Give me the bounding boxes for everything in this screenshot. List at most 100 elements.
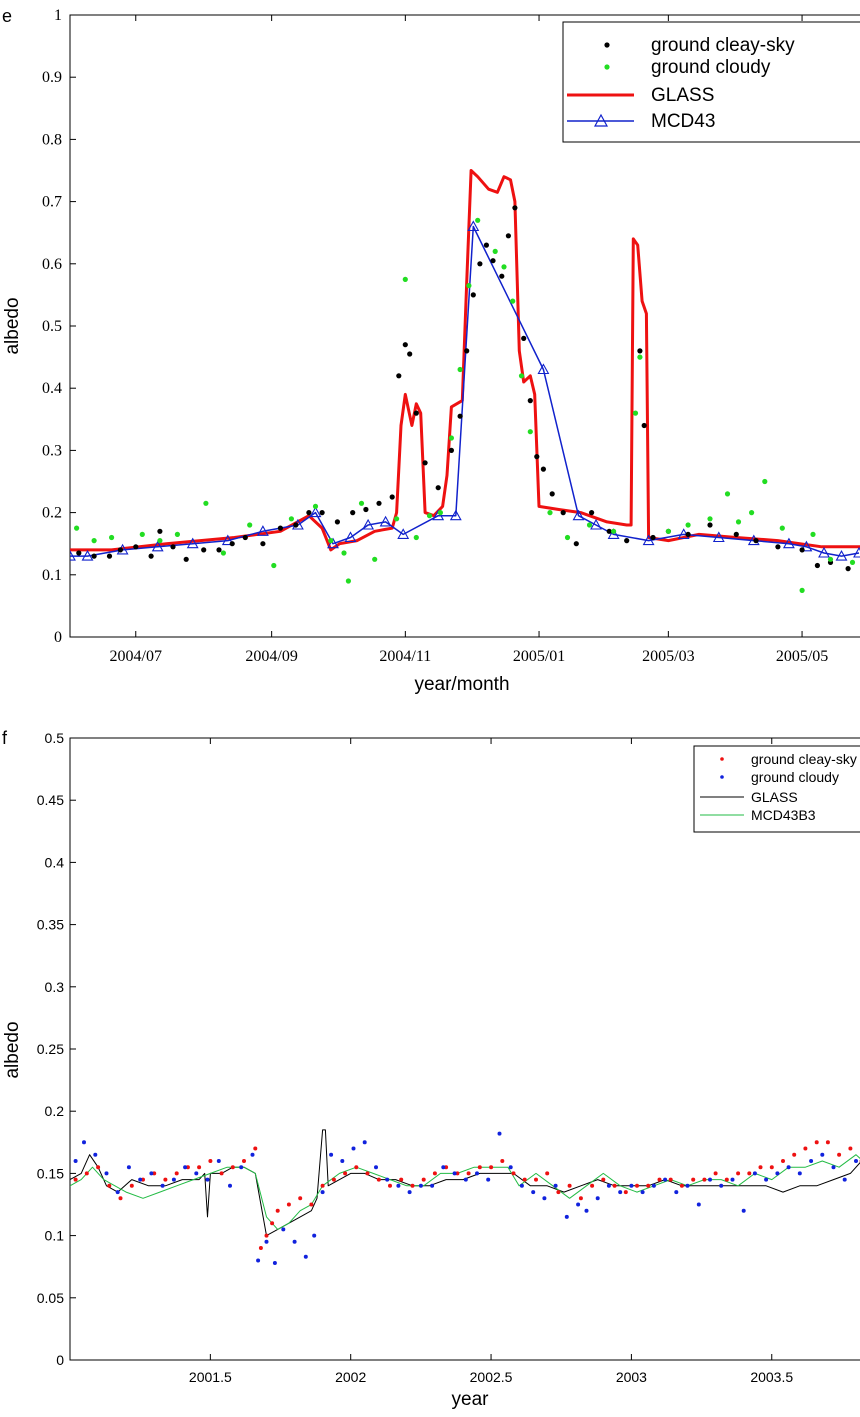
data-point-f-s1 bbox=[320, 1190, 325, 1195]
data-point-e-s1 bbox=[139, 531, 145, 538]
data-point-e-s0 bbox=[389, 494, 395, 500]
data-point-f-s0 bbox=[848, 1146, 853, 1151]
data-point-e-s1 bbox=[611, 528, 617, 534]
data-point-f-s0 bbox=[118, 1196, 123, 1201]
y-tick-label-f: 0.15 bbox=[37, 1165, 64, 1181]
data-point-f-s1 bbox=[138, 1177, 143, 1182]
data-point-f-s0 bbox=[388, 1183, 392, 1188]
triangle-marker-e bbox=[221, 534, 234, 546]
data-point-e-s0 bbox=[133, 544, 139, 550]
data-point-e-s1 bbox=[749, 509, 755, 516]
data-point-f-s0 bbox=[270, 1221, 275, 1226]
data-point-f-s1 bbox=[730, 1177, 735, 1182]
data-point-f-s0 bbox=[747, 1171, 752, 1176]
y-tick-label-e: 0.4 bbox=[42, 380, 62, 397]
data-point-e-s1 bbox=[632, 410, 639, 416]
legend-marker-cloudy-f bbox=[720, 775, 724, 779]
data-point-e-s1 bbox=[547, 509, 553, 516]
data-point-f-s0 bbox=[298, 1196, 303, 1201]
data-point-f-s1 bbox=[497, 1131, 502, 1136]
data-point-f-s1 bbox=[542, 1196, 547, 1201]
data-point-f-s1 bbox=[104, 1171, 109, 1176]
data-point-e-s1 bbox=[457, 366, 463, 373]
data-point-f-s1 bbox=[171, 1177, 176, 1182]
data-point-e-s1 bbox=[109, 534, 115, 541]
data-point-f-s0 bbox=[320, 1183, 325, 1188]
data-point-f-s1 bbox=[312, 1233, 317, 1238]
data-point-f-s0 bbox=[635, 1183, 639, 1188]
triangle-marker-e bbox=[853, 546, 860, 558]
data-point-e-s0 bbox=[606, 528, 612, 534]
y-tick-label-e: 0.5 bbox=[42, 318, 62, 335]
data-point-e-s0 bbox=[201, 547, 207, 553]
data-point-e-s0 bbox=[527, 398, 533, 404]
data-point-e-s0 bbox=[775, 544, 781, 550]
data-point-e-s1 bbox=[475, 217, 481, 223]
data-point-f-s0 bbox=[242, 1159, 246, 1163]
triangle-marker-e bbox=[800, 540, 813, 552]
y-tick-label-f: 0 bbox=[56, 1352, 64, 1368]
data-point-f-s0 bbox=[84, 1171, 89, 1176]
data-point-f-s0 bbox=[185, 1165, 190, 1170]
data-point-f-s1 bbox=[595, 1196, 600, 1201]
data-point-e-s1 bbox=[707, 516, 713, 522]
data-point-f-s0 bbox=[230, 1165, 235, 1170]
data-point-e-s1 bbox=[501, 264, 507, 270]
data-point-f-s1 bbox=[831, 1165, 836, 1170]
data-point-f-s0 bbox=[163, 1177, 168, 1182]
data-point-f-s1 bbox=[362, 1140, 367, 1145]
data-point-f-s1 bbox=[463, 1177, 468, 1182]
data-point-e-s0 bbox=[477, 261, 483, 267]
data-point-e-s0 bbox=[540, 466, 547, 472]
x-tick-label-f: 2002 bbox=[335, 1369, 366, 1385]
data-point-e-s0 bbox=[685, 531, 691, 538]
data-point-f-s1 bbox=[452, 1171, 457, 1176]
data-point-e-s1 bbox=[203, 500, 209, 506]
data-point-f-s0 bbox=[253, 1146, 258, 1151]
x-axis-e: 2004/07 2004/09 2004/11 2005/01 2005/03 2005/… bbox=[110, 15, 828, 665]
data-point-f-s0 bbox=[724, 1177, 729, 1182]
data-point-f-s1 bbox=[564, 1214, 569, 1219]
data-point-f-s1 bbox=[256, 1258, 261, 1263]
data-point-f-s1 bbox=[303, 1254, 308, 1259]
plot-area-e bbox=[70, 169, 860, 594]
data-point-f-s1 bbox=[239, 1165, 244, 1170]
data-point-e-s0 bbox=[376, 500, 382, 506]
data-point-f-s0 bbox=[376, 1177, 381, 1182]
triangle-marker-e bbox=[607, 528, 620, 539]
triangle-marker-e bbox=[572, 509, 585, 521]
data-point-e-s0 bbox=[170, 544, 176, 550]
triangle-marker-e bbox=[256, 525, 269, 536]
data-point-e-s0 bbox=[402, 342, 408, 348]
data-point-f-s1 bbox=[486, 1177, 491, 1182]
data-point-e-s0 bbox=[641, 422, 647, 429]
data-point-f-s1 bbox=[629, 1183, 634, 1188]
data-point-f-s0 bbox=[792, 1152, 797, 1157]
data-point-f-s0 bbox=[567, 1183, 572, 1188]
data-point-f-s0 bbox=[713, 1171, 718, 1176]
legend-label-mcd43b3-f: MCD43B3 bbox=[751, 807, 816, 823]
data-point-e-s1 bbox=[849, 559, 856, 566]
panel-letter-f: f bbox=[2, 728, 8, 748]
data-point-f-s0 bbox=[590, 1183, 595, 1188]
data-point-f-s1 bbox=[752, 1171, 757, 1176]
data-point-f-s0 bbox=[578, 1196, 583, 1201]
y-axis-label-f: albedo bbox=[2, 1021, 23, 1078]
data-point-e-s1 bbox=[341, 550, 347, 556]
data-point-e-s0 bbox=[242, 534, 248, 541]
y-tick-label-f: 0.2 bbox=[45, 1103, 65, 1119]
data-point-f-s1 bbox=[126, 1165, 131, 1170]
x-tick-label-f: 2003 bbox=[616, 1369, 647, 1385]
data-point-e-s1 bbox=[157, 538, 163, 544]
legend-label-glass-f: GLASS bbox=[751, 789, 798, 805]
y-tick-label-e: 0.1 bbox=[42, 567, 62, 584]
y-tick-label-f: 0.05 bbox=[37, 1290, 64, 1306]
data-point-f-s0 bbox=[96, 1165, 101, 1170]
data-point-e-s0 bbox=[229, 541, 235, 547]
data-point-f-s1 bbox=[73, 1159, 78, 1163]
data-point-f-s0 bbox=[623, 1190, 628, 1195]
legend-label-mcd43-e: MCD43 bbox=[651, 111, 715, 132]
data-point-f-s0 bbox=[781, 1159, 785, 1163]
data-point-f-s1 bbox=[385, 1177, 390, 1182]
